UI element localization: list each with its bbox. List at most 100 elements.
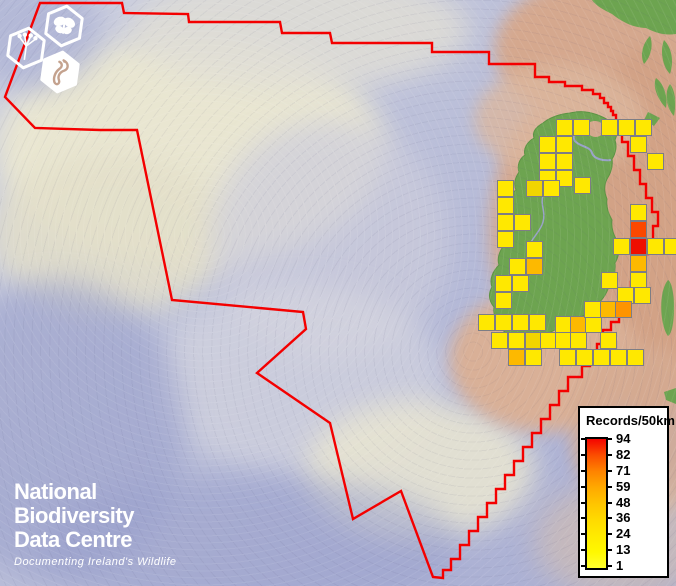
grid-cell xyxy=(478,314,495,331)
legend-tick-mark xyxy=(581,501,587,504)
grid-cell xyxy=(627,349,644,366)
legend-tick-label: 1 xyxy=(616,558,624,573)
legend-tick-label: 24 xyxy=(616,526,631,542)
grid-cell xyxy=(529,314,546,331)
grid-cell xyxy=(647,238,664,255)
legend-tick-mark xyxy=(606,485,612,488)
legend-tick-mark xyxy=(606,469,612,472)
grid-cell xyxy=(508,332,525,349)
grid-cell xyxy=(584,301,601,318)
grid-cell xyxy=(508,349,525,366)
scottish-island xyxy=(644,112,660,126)
grid-cell xyxy=(576,349,593,366)
scottish-island xyxy=(666,84,676,116)
landmasses xyxy=(489,0,676,404)
seahorse-hexagon-icon xyxy=(40,50,80,94)
grid-cell xyxy=(601,272,618,289)
grid-cell xyxy=(618,119,635,136)
legend-tick-label: 94 xyxy=(616,431,631,446)
logo-line-3: Data Centre xyxy=(14,527,132,552)
scottish-island xyxy=(662,40,672,74)
legend-title: Records/50km xyxy=(586,413,675,428)
grid-cell xyxy=(556,170,573,187)
grid-cell xyxy=(630,221,647,238)
grid-cell xyxy=(585,316,602,333)
legend-tick-label: 59 xyxy=(616,478,631,494)
grid-cell xyxy=(634,287,651,304)
legend-tick-label: 82 xyxy=(616,446,631,462)
grid-cell xyxy=(647,153,664,170)
grid-cell xyxy=(525,349,542,366)
grid-cell xyxy=(556,119,573,136)
legend-tick-mark xyxy=(581,453,587,456)
legend-tick-mark xyxy=(581,565,587,567)
grid-cell xyxy=(664,238,676,255)
legend-tick-mark xyxy=(581,438,587,440)
legend-tick-label: 48 xyxy=(616,494,631,510)
legend-tick-mark xyxy=(606,438,612,440)
grid-cell xyxy=(630,136,647,153)
grid-cell xyxy=(600,332,617,349)
grid-cell xyxy=(630,255,647,272)
grid-cell xyxy=(593,349,610,366)
wales-coast-landmass xyxy=(664,388,676,404)
grid-cell xyxy=(630,204,647,221)
grid-cell xyxy=(526,241,543,258)
grid-cell xyxy=(495,314,512,331)
grid-cell xyxy=(613,238,630,255)
grid-cell xyxy=(495,275,512,292)
grid-cell xyxy=(512,275,529,292)
grid-cell xyxy=(509,258,526,275)
grid-cell xyxy=(539,136,556,153)
grid-cell xyxy=(570,332,587,349)
legend-tick-mark xyxy=(581,469,587,472)
grid-cell xyxy=(526,258,543,275)
grid-cell xyxy=(610,349,627,366)
grid-cell xyxy=(514,214,531,231)
scotland-landmass xyxy=(592,0,676,35)
logo-tagline: Documenting Ireland's Wildlife xyxy=(14,556,177,568)
wales-coast-landmass xyxy=(661,280,674,336)
grid-cell xyxy=(615,301,632,318)
legend-tick-mark xyxy=(581,549,587,552)
plant-hexagon-icon xyxy=(6,26,46,70)
grid-cell xyxy=(497,231,514,248)
grid-cell xyxy=(495,292,512,309)
logo-line-1: National xyxy=(14,479,97,504)
ocean-shading xyxy=(0,0,535,586)
logo-line-2: Biodiversity xyxy=(14,503,134,528)
grid-cell xyxy=(497,197,514,214)
scottish-island xyxy=(654,78,667,108)
legend-tick-mark xyxy=(581,485,587,488)
grid-cell xyxy=(526,180,543,197)
grid-cell xyxy=(497,180,514,197)
grid-cell xyxy=(543,180,560,197)
lough-neagh xyxy=(586,121,605,137)
nbdc-logo: National Biodiversity Data Centre Docume… xyxy=(14,479,177,569)
grid-cell xyxy=(512,314,529,331)
grid-cell xyxy=(491,332,508,349)
grid-cell xyxy=(556,136,573,153)
legend-color-bar xyxy=(585,437,608,570)
legend-tick-mark xyxy=(581,533,587,536)
grid-cell xyxy=(539,153,556,170)
grid-cell xyxy=(556,153,573,170)
legend-tick-mark xyxy=(581,517,587,520)
grid-cell xyxy=(601,119,618,136)
legend-tick-mark xyxy=(606,453,612,456)
butterfly-hexagon-icon xyxy=(44,4,84,48)
legend-tick-mark xyxy=(606,501,612,504)
grid-cell xyxy=(574,177,591,194)
grid-cell xyxy=(497,214,514,231)
legend-tick-mark xyxy=(606,517,612,520)
scottish-island xyxy=(642,36,652,64)
legend-tick-mark xyxy=(606,533,612,536)
grid-cell xyxy=(630,238,647,255)
legend-tick-label: 36 xyxy=(616,510,631,526)
legend-panel: Records/50km 94 82 71 59 48 36 24 13 1 xyxy=(578,406,675,578)
grid-cell xyxy=(635,119,652,136)
legend-tick-label: 71 xyxy=(616,462,631,478)
grid-cell xyxy=(573,119,590,136)
